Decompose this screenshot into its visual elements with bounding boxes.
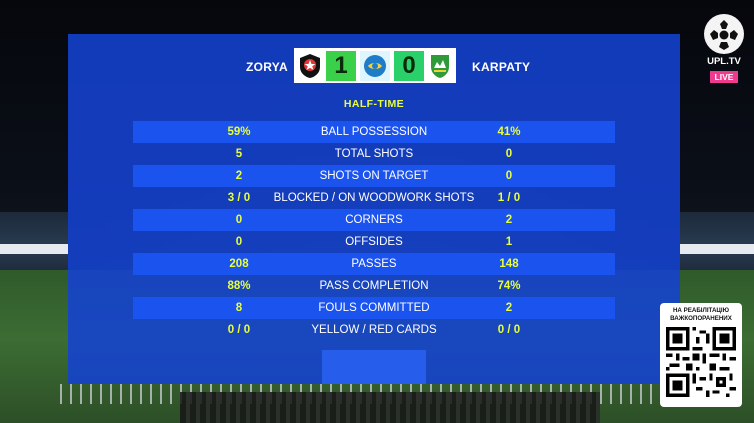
stat-row-yellow-red-cards: 0 / 0 YELLOW / RED CARDS 0 / 0 bbox=[133, 319, 615, 341]
away-stat-value: 0 bbox=[505, 148, 513, 160]
home-stat-value: 0 / 0 bbox=[227, 324, 251, 336]
away-stat-value: 148 bbox=[499, 258, 519, 270]
donation-qr-card: НА РЕАБІЛІТАЦІЮ ВАЖКОПОРАНЕНИХ bbox=[660, 303, 742, 407]
away-stat-value: 0 / 0 bbox=[497, 324, 521, 336]
stat-row-pass-completion: 88% PASS COMPLETION 74% bbox=[133, 275, 615, 297]
stat-label: CORNERS bbox=[345, 214, 403, 226]
stat-label: SHOTS ON TARGET bbox=[319, 170, 429, 182]
home-stat-value: 0 bbox=[235, 236, 243, 248]
home-stat-value: 88% bbox=[227, 280, 251, 292]
league-logo-icon bbox=[360, 50, 390, 81]
crowd-silhouettes bbox=[180, 392, 600, 423]
broadcaster-badge: UPL.TV LIVE bbox=[700, 14, 748, 84]
stat-label: FOULS COMMITTED bbox=[318, 302, 430, 314]
away-stat-value: 41% bbox=[497, 126, 521, 138]
stat-label: PASSES bbox=[351, 258, 397, 270]
qr-caption-line-1: НА РЕАБІЛІТАЦІЮ bbox=[672, 307, 730, 314]
stat-label: BALL POSSESSION bbox=[320, 126, 428, 138]
stat-label: BLOCKED / ON WOODWORK SHOTS bbox=[273, 192, 475, 204]
broadcaster-name: UPL.TV bbox=[707, 56, 741, 67]
ad-board-right bbox=[680, 244, 754, 254]
zorya-crest-icon bbox=[298, 52, 322, 80]
away-team-name: KARPATY bbox=[472, 60, 531, 74]
ad-board-left bbox=[0, 244, 68, 254]
away-stat-value: 74% bbox=[497, 280, 521, 292]
stat-row-total-shots: 5 TOTAL SHOTS 0 bbox=[133, 143, 615, 165]
home-stat-value: 3 / 0 bbox=[227, 192, 251, 204]
stat-row-ball-possession: 59% BALL POSSESSION 41% bbox=[133, 121, 615, 143]
home-stat-value: 5 bbox=[235, 148, 243, 160]
stat-label: OFFSIDES bbox=[345, 236, 403, 248]
upl-ball-logo-icon bbox=[704, 14, 744, 54]
home-stat-value: 2 bbox=[235, 170, 243, 182]
karpaty-crest-icon bbox=[428, 52, 452, 80]
panel-bottom-block bbox=[322, 350, 426, 384]
scoreboard: ZORYA 1 0 bbox=[68, 48, 680, 86]
stat-row-fouls-committed: 8 FOULS COMMITTED 2 bbox=[133, 297, 615, 319]
away-stat-value: 2 bbox=[505, 214, 513, 226]
stadium-stand-right bbox=[680, 212, 754, 272]
away-stat-value: 2 bbox=[505, 302, 513, 314]
home-stat-value: 0 bbox=[235, 214, 243, 226]
away-stat-value: 1 / 0 bbox=[497, 192, 521, 204]
home-team-name: ZORYA bbox=[246, 60, 288, 74]
stat-row-shots-on-target: 2 SHOTS ON TARGET 0 bbox=[133, 165, 615, 187]
live-badge: LIVE bbox=[709, 71, 739, 83]
stat-row-passes: 208 PASSES 148 bbox=[133, 253, 615, 275]
qr-code-icon bbox=[666, 327, 736, 397]
stat-row-offsides: 0 OFFSIDES 1 bbox=[133, 231, 615, 253]
stat-label: TOTAL SHOTS bbox=[334, 148, 414, 160]
away-stat-value: 0 bbox=[505, 170, 513, 182]
stat-label: YELLOW / RED CARDS bbox=[311, 324, 437, 336]
stadium-stand-left bbox=[0, 212, 68, 272]
home-stat-value: 8 bbox=[235, 302, 243, 314]
score-strip: 1 0 bbox=[294, 48, 456, 83]
qr-caption: НА РЕАБІЛІТАЦІЮ ВАЖКОПОРАНЕНИХ bbox=[660, 307, 742, 322]
away-stat-value: 1 bbox=[505, 236, 513, 248]
home-stat-value: 208 bbox=[229, 258, 249, 270]
stat-row-corners: 0 CORNERS 2 bbox=[133, 209, 615, 231]
qr-caption-line-2: ВАЖКОПОРАНЕНИХ bbox=[670, 314, 732, 322]
home-stat-value: 59% bbox=[227, 126, 251, 138]
match-stats-panel: ZORYA 1 0 bbox=[68, 34, 680, 384]
away-score: 0 bbox=[394, 50, 424, 81]
stats-table: 59% BALL POSSESSION 41% 5 TOTAL SHOTS 0 … bbox=[133, 121, 615, 341]
match-period: HALF-TIME bbox=[343, 98, 405, 110]
home-score: 1 bbox=[326, 50, 356, 81]
stat-row-blocked-woodwork: 3 / 0 BLOCKED / ON WOODWORK SHOTS 1 / 0 bbox=[133, 187, 615, 209]
stat-label: PASS COMPLETION bbox=[319, 280, 429, 292]
